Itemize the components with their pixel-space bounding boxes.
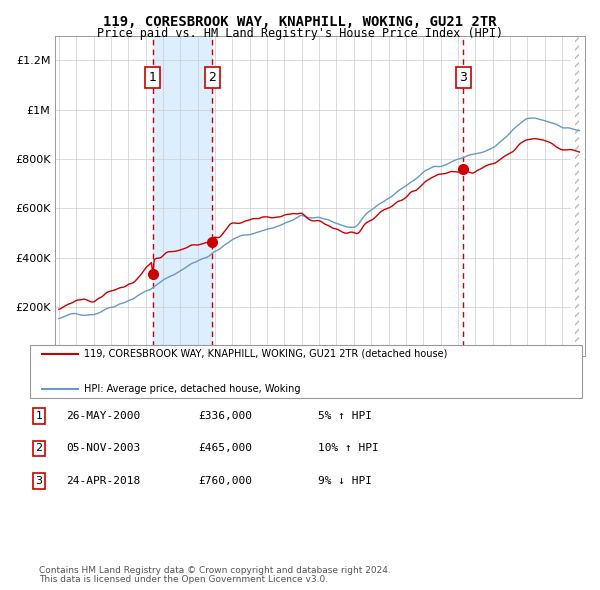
Text: 2: 2 <box>35 444 43 453</box>
Text: 10% ↑ HPI: 10% ↑ HPI <box>318 444 379 453</box>
Text: 119, CORESBROOK WAY, KNAPHILL, WOKING, GU21 2TR: 119, CORESBROOK WAY, KNAPHILL, WOKING, G… <box>103 15 497 29</box>
Text: 5% ↑ HPI: 5% ↑ HPI <box>318 411 372 421</box>
Text: HPI: Average price, detached house, Woking: HPI: Average price, detached house, Woki… <box>84 385 301 394</box>
Text: 119, CORESBROOK WAY, KNAPHILL, WOKING, GU21 2TR (detached house): 119, CORESBROOK WAY, KNAPHILL, WOKING, G… <box>84 349 448 359</box>
Text: 26-MAY-2000: 26-MAY-2000 <box>66 411 140 421</box>
Text: 1: 1 <box>35 411 43 421</box>
Text: £336,000: £336,000 <box>198 411 252 421</box>
Bar <box>152 35 212 356</box>
Text: £465,000: £465,000 <box>198 444 252 453</box>
Text: Price paid vs. HM Land Registry's House Price Index (HPI): Price paid vs. HM Land Registry's House … <box>97 27 503 40</box>
Text: 1: 1 <box>149 71 157 84</box>
Text: This data is licensed under the Open Government Licence v3.0.: This data is licensed under the Open Gov… <box>39 575 328 584</box>
Text: Contains HM Land Registry data © Crown copyright and database right 2024.: Contains HM Land Registry data © Crown c… <box>39 566 391 575</box>
Text: 3: 3 <box>460 71 467 84</box>
Text: 05-NOV-2003: 05-NOV-2003 <box>66 444 140 453</box>
Text: 2: 2 <box>208 71 216 84</box>
Text: 3: 3 <box>35 476 43 486</box>
Text: 9% ↓ HPI: 9% ↓ HPI <box>318 476 372 486</box>
Text: 24-APR-2018: 24-APR-2018 <box>66 476 140 486</box>
Text: £760,000: £760,000 <box>198 476 252 486</box>
